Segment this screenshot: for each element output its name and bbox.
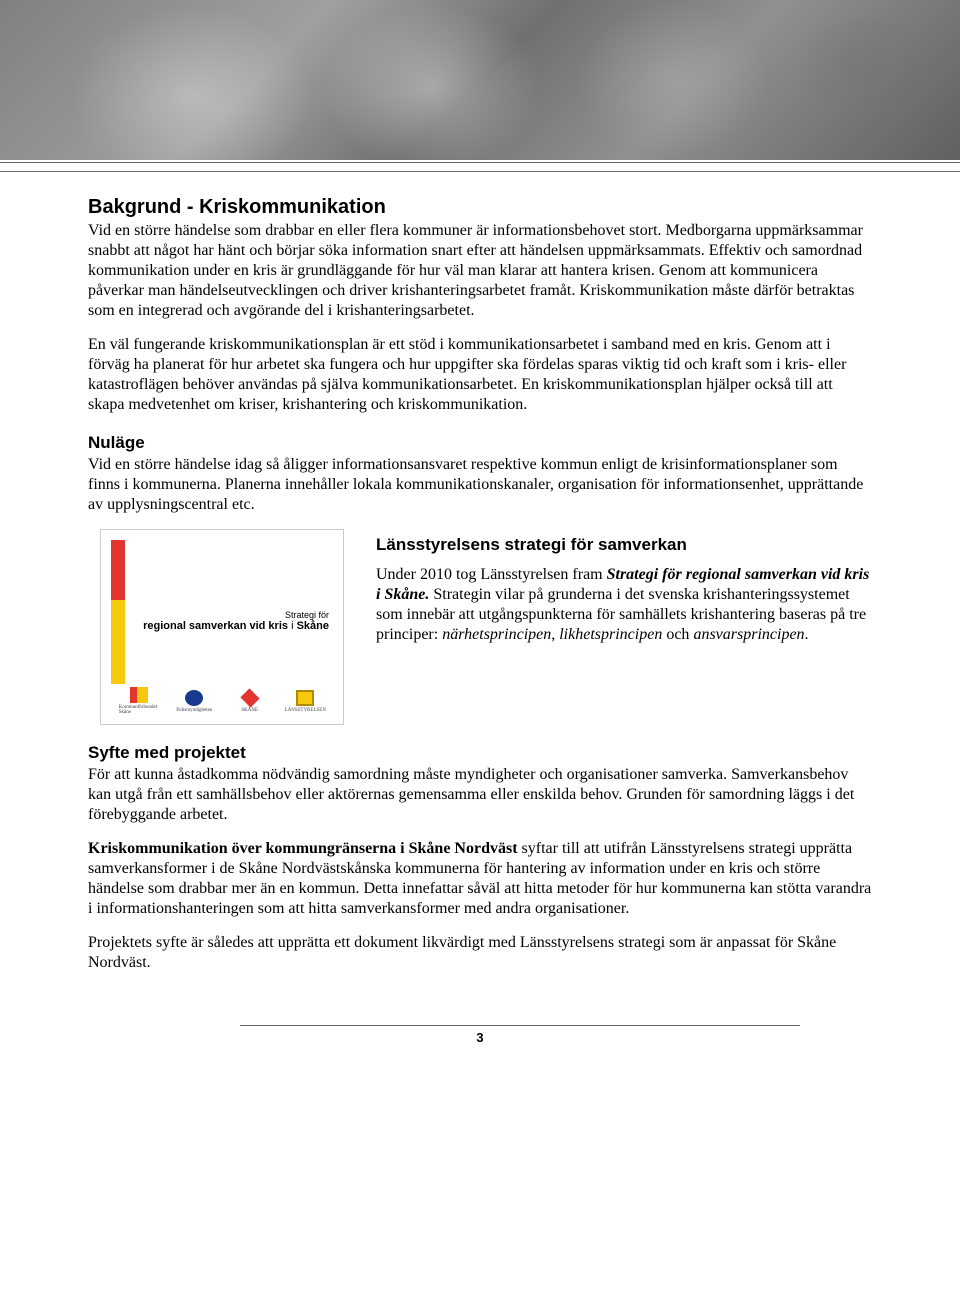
paragraph: Vid en större händelse som drabbar en el… (88, 221, 872, 321)
text: . (805, 626, 809, 643)
text: och (662, 626, 693, 643)
paragraph: En väl fungerande kriskommunikationsplan… (88, 335, 872, 415)
cover-main-post: Skåne (297, 620, 329, 632)
cover-logos: Kommunförbundet Skåne Polismyndigheten S… (101, 686, 343, 716)
paragraph: Vid en större händelse idag så åligger i… (88, 455, 872, 515)
logo-lansstyrelsen: LÄNSSTYRELSEN (285, 686, 325, 716)
cover-small-line: Strategi för (143, 610, 329, 620)
logo-kommunforbundet: Kommunförbundet Skåne (119, 686, 159, 716)
heading-nulage: Nuläge (88, 433, 872, 453)
right-column: Länsstyrelsens strategi för samverkan Un… (376, 529, 872, 659)
page-number: 3 (0, 1030, 960, 1065)
paragraph: Under 2010 tog Länsstyrelsen fram Strate… (376, 565, 872, 645)
cover-stripe-yellow (111, 600, 125, 684)
heading-lansstyrelsen: Länsstyrelsens strategi för samverkan (376, 535, 872, 555)
paragraph: För att kunna åstadkomma nödvändig samor… (88, 765, 872, 825)
logo-polis: Polismyndigheten (174, 686, 214, 716)
logo-label: Kommunförbundet Skåne (119, 705, 159, 715)
text: Under 2010 tog Länsstyrelsen fram (376, 566, 607, 583)
cover-main-pre: regional samverkan vid kris (143, 620, 288, 632)
two-column-block: Strategi för regional samverkan vid kris… (88, 529, 872, 725)
paragraph: Projektets syfte är således att upprätta… (88, 933, 872, 973)
heading-bakgrund: Bakgrund - Kriskommunikation (88, 196, 872, 219)
cover-main-line: regional samverkan vid kris i Skåne (143, 620, 329, 632)
logo-label: SKÅNE (241, 708, 258, 713)
logo-label: LÄNSSTYRELSEN (285, 708, 326, 713)
footer-divider (240, 1025, 800, 1026)
principle: likhetsprincipen (559, 626, 662, 643)
logo-label: Polismyndigheten (176, 708, 212, 713)
cover-title: Strategi för regional samverkan vid kris… (143, 610, 329, 632)
bold-lead: Kriskommunikation över kommungränserna i… (88, 840, 518, 857)
strategy-document-cover: Strategi för regional samverkan vid kris… (100, 529, 344, 725)
heading-syfte: Syfte med projektet (88, 743, 872, 763)
hero-divider (0, 162, 960, 172)
principle: ansvarsprincipen (693, 626, 804, 643)
logo-skane: SKÅNE (230, 686, 270, 716)
page-content: Bakgrund - Kriskommunikation Vid en stör… (0, 172, 960, 1007)
hero-photo (0, 0, 960, 160)
principle: närhetsprincipen (442, 626, 551, 643)
cover-stripe-red (111, 540, 125, 600)
cover-main-mid: i (288, 620, 297, 632)
paragraph: Kriskommunikation över kommungränserna i… (88, 839, 872, 919)
